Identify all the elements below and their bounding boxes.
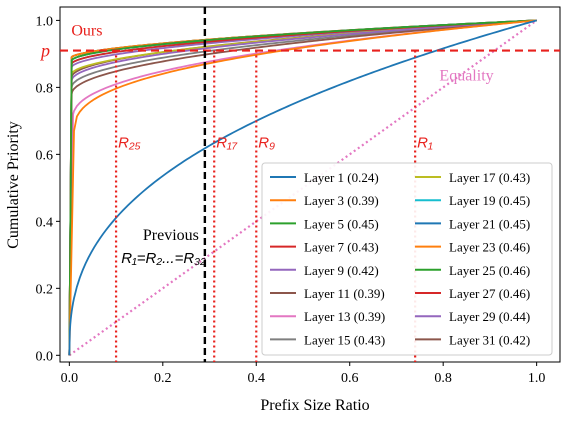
y-tick-label: 0.8 bbox=[36, 81, 54, 96]
series-line bbox=[68, 19, 537, 356]
legend-label: Layer 5 (0.45) bbox=[304, 216, 379, 231]
legend-label: Layer 17 (0.43) bbox=[449, 170, 530, 185]
y-tick-label: 0.2 bbox=[36, 282, 54, 297]
x-tick-label: 1.0 bbox=[528, 371, 546, 386]
ratio-marker-label: R₂₅ bbox=[118, 135, 141, 152]
x-tick-label: 0.0 bbox=[61, 371, 79, 386]
legend-label: Layer 19 (0.45) bbox=[449, 193, 530, 208]
legend-label: Layer 11 (0.39) bbox=[304, 286, 385, 301]
x-tick-label: 0.6 bbox=[341, 371, 359, 386]
legend-label: Layer 9 (0.42) bbox=[304, 263, 379, 278]
y-axis-label: Cumulative Priority bbox=[5, 121, 22, 249]
x-tick-label: 0.2 bbox=[154, 371, 172, 386]
legend-label: Layer 27 (0.46) bbox=[449, 286, 530, 301]
x-tick-label: 0.4 bbox=[248, 371, 266, 386]
legend-label: Layer 1 (0.24) bbox=[304, 170, 379, 185]
y-tick-label: 0.4 bbox=[36, 215, 54, 230]
legend-label: Layer 23 (0.46) bbox=[449, 240, 530, 255]
y-tick-label: 1.0 bbox=[36, 14, 54, 29]
equality-line bbox=[68, 19, 538, 357]
previous-ratio-label: R₁=R₂...=R₃₂ bbox=[121, 250, 206, 267]
series-line bbox=[68, 19, 537, 356]
legend-label: Layer 3 (0.39) bbox=[304, 193, 379, 208]
series-line bbox=[68, 19, 537, 356]
y-tick-label: 0.6 bbox=[36, 148, 54, 163]
previous-label: Previous bbox=[143, 227, 199, 244]
legend-label: Layer 13 (0.39) bbox=[304, 309, 385, 324]
legend-label: Layer 25 (0.46) bbox=[449, 263, 530, 278]
ratio-marker-label: R₁ bbox=[417, 135, 433, 152]
x-tick-label: 0.8 bbox=[434, 371, 452, 386]
ratio-marker-label: R₁₇ bbox=[216, 135, 238, 152]
p-threshold-label: p bbox=[39, 41, 50, 61]
plot-frame bbox=[59, 6, 561, 363]
legend-label: Layer 21 (0.45) bbox=[449, 216, 530, 231]
equality-annotation: Equality bbox=[439, 68, 493, 85]
legend-label: Layer 15 (0.43) bbox=[304, 332, 385, 347]
plot-area bbox=[68, 19, 538, 357]
legend-box bbox=[261, 162, 553, 356]
series-line bbox=[68, 19, 537, 356]
y-tick-label: 0.0 bbox=[36, 349, 54, 364]
legend-label: Layer 31 (0.42) bbox=[449, 332, 530, 347]
x-axis-label: Prefix Size Ratio bbox=[260, 397, 369, 414]
ratio-marker-label: R₉ bbox=[258, 135, 275, 152]
ours-annotation: Ours bbox=[71, 22, 102, 39]
legend-label: Layer 7 (0.43) bbox=[304, 240, 379, 255]
series-line bbox=[68, 19, 537, 356]
legend-label: Layer 29 (0.44) bbox=[449, 309, 530, 324]
